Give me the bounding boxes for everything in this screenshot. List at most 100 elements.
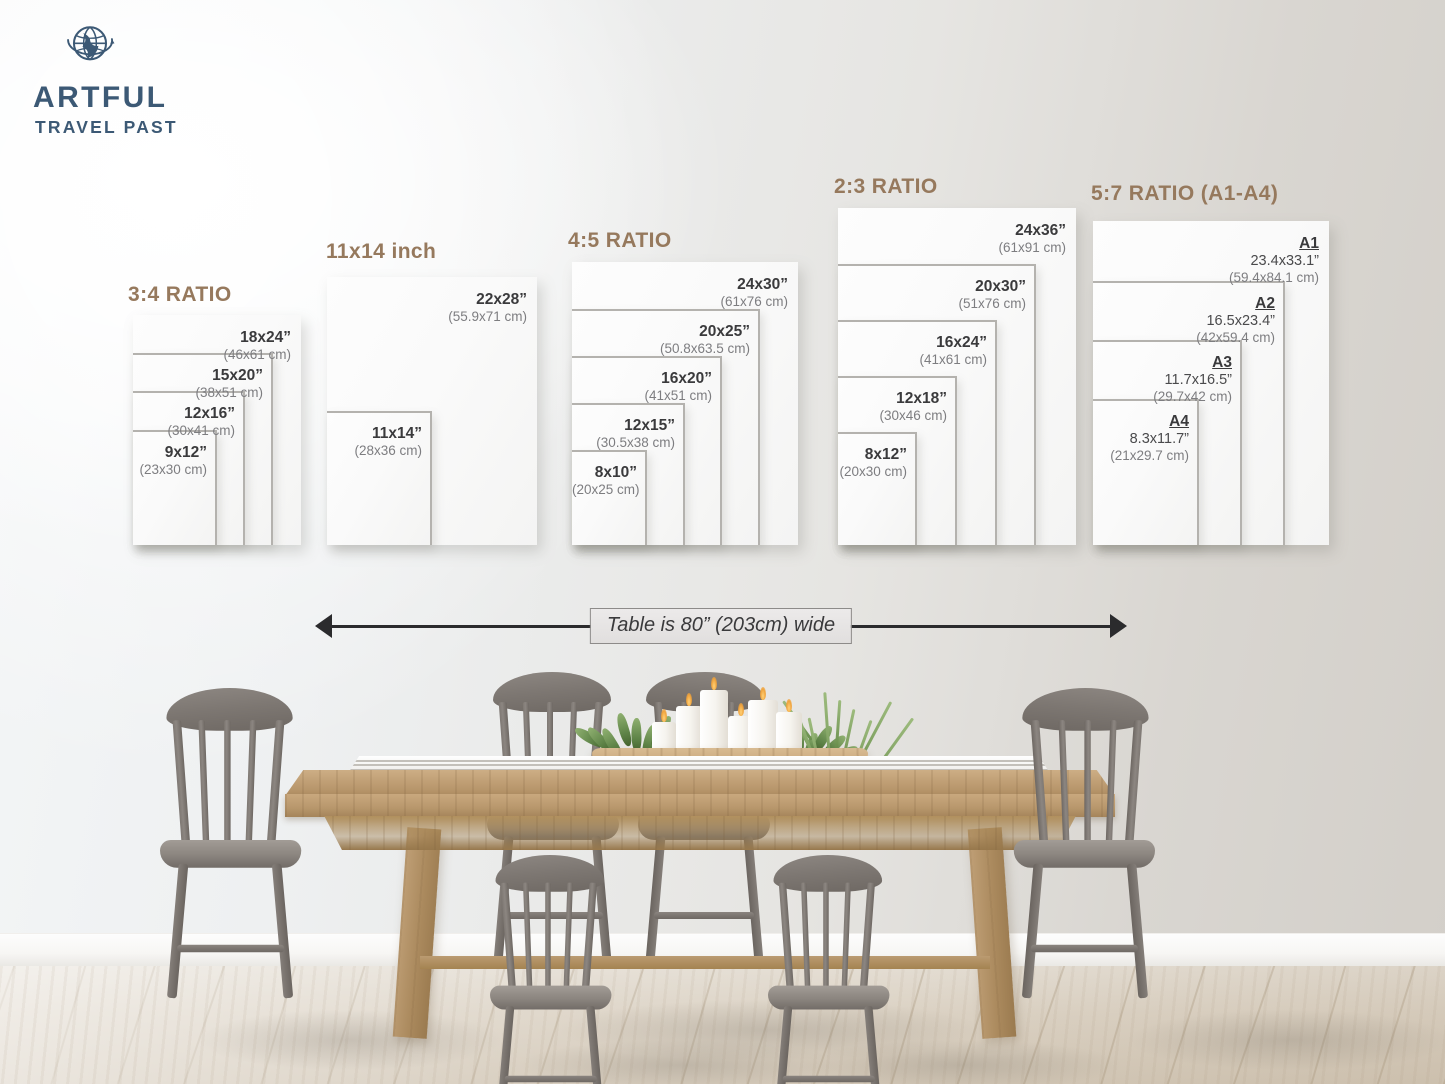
brand-line-2: TRAVEL PAST (35, 117, 178, 137)
frame-label-11x14: 11x14” (28x36 cm) (327, 425, 422, 459)
frame-inches-A1: 23.4x33.1” (1250, 253, 1319, 270)
frame-label-16x24: 16x24” (41x61 cm) (838, 334, 987, 368)
frame-8x12[interactable] (838, 432, 917, 545)
frame-name-A2: A2 (1255, 295, 1275, 312)
frame-inches-18x24: 18x24” (240, 329, 291, 346)
frame-label-12x15: 12x15” (30.5x38 cm) (572, 417, 675, 451)
frame-cm-A1: (59.4x84.1 cm) (1228, 270, 1319, 286)
frame-cm-A3: (29.7x42 cm) (1153, 389, 1232, 405)
chair-spindle (1084, 720, 1091, 847)
chair-spindle (823, 882, 829, 992)
frame-inches-12x18: 12x18” (896, 390, 947, 407)
candle-flame (711, 677, 717, 690)
measure-label: Table is 80” (203cm) wide (606, 614, 836, 636)
frame-A4[interactable] (1093, 399, 1199, 545)
frame-name-A3: A3 (1212, 354, 1232, 371)
frame-inches-20x30: 20x30” (975, 278, 1026, 295)
chair-stretcher (782, 1075, 875, 1083)
candle-flame (760, 687, 766, 700)
frame-inches-12x15: 12x15” (624, 417, 675, 434)
frame-label-A4: A4 8.3x11.7” (21x29.7 cm) (1093, 413, 1189, 464)
frame-label-20x25: 20x25” (50.8x63.5 cm) (572, 323, 750, 357)
frame-cm-11x14: (28x36 cm) (354, 443, 422, 459)
frame-inches-A3: 11.7x16.5” (1164, 372, 1232, 389)
frame-inches-15x20: 15x20” (212, 367, 263, 384)
frame-label-A3: A3 11.7x16.5” (29.7x42 cm) (1093, 354, 1232, 405)
candle-flame (686, 693, 692, 706)
frame-cm-24x36: (61x91 cm) (998, 240, 1066, 256)
frame-inches-22x28: 22x28” (476, 291, 527, 308)
candle-flame (786, 699, 792, 712)
chair-seat (160, 839, 302, 868)
arrow-left-icon (315, 614, 332, 638)
frame-inches-A2: 16.5x23.4” (1206, 313, 1275, 330)
frame-label-9x12: 9x12” (23x30 cm) (133, 444, 207, 478)
chair-stretcher (504, 1075, 597, 1083)
frame-inches-16x20: 16x20” (661, 370, 712, 387)
frame-cm-20x25: (50.8x63.5 cm) (659, 341, 750, 357)
frame-cm-22x28: (55.9x71 cm) (448, 309, 527, 325)
group-title-ratio-2-3: 2:3 RATIO (834, 175, 938, 198)
frame-inches-24x36: 24x36” (1015, 222, 1066, 239)
frame-cm-A2: (42x59.4 cm) (1196, 330, 1275, 346)
frame-label-A2: A2 16.5x23.4” (42x59.4 cm) (1093, 295, 1275, 346)
group-title-size-11x14: 11x14 inch (326, 240, 437, 263)
frame-cm-12x15: (30.5x38 cm) (596, 435, 675, 451)
globe-icon (67, 26, 115, 61)
frame-inches-9x12: 9x12” (164, 444, 207, 461)
frame-inches-8x10: 8x10” (594, 464, 637, 481)
brand-line-1: ARTFUL (33, 81, 168, 114)
chair-stretcher (503, 912, 603, 919)
frame-label-8x12: 8x12” (20x30 cm) (838, 446, 907, 480)
measure-label-box: Table is 80” (203cm) wide (589, 608, 853, 644)
runner-stripe (345, 760, 1053, 762)
table-apron (324, 816, 1076, 850)
frame-cm-16x20: (41x51 cm) (644, 388, 712, 404)
table-edge-grain (285, 794, 1115, 817)
table-apron-grain (324, 816, 1076, 850)
dining-table (285, 756, 1115, 850)
table-width-measure: Table is 80” (203cm) wide (315, 608, 1127, 644)
frame-cm-8x12: (20x30 cm) (839, 464, 907, 480)
candle-flame (661, 709, 667, 722)
wood-floor (0, 966, 1445, 1084)
table-top (285, 770, 1115, 796)
frame-label-A1: A1 23.4x33.1” (59.4x84.1 cm) (1093, 235, 1319, 286)
frame-label-16x20: 16x20” (41x51 cm) (572, 370, 712, 404)
frame-cm-12x18: (30x46 cm) (879, 408, 947, 424)
table-edge (285, 794, 1115, 817)
frame-inches-16x24: 16x24” (936, 334, 987, 351)
frame-cm-15x20: (38x51 cm) (195, 385, 263, 401)
frame-name-A4: A4 (1169, 413, 1189, 430)
runner-stripe (345, 764, 1053, 766)
floor-grain (0, 966, 1445, 1084)
frame-label-15x20: 15x20” (38x51 cm) (133, 367, 263, 401)
floor-sheen (0, 966, 1445, 1084)
frame-label-18x24: 18x24” (46x61 cm) (133, 329, 291, 363)
frame-inches-11x14: 11x14” (372, 425, 422, 442)
frame-label-12x16: 12x16” (30x41 cm) (133, 405, 235, 439)
brand-logo: ARTFUL TRAVEL PAST (33, 18, 263, 137)
frame-name-A1: A1 (1299, 235, 1319, 252)
group-title-ratio-5-7: 5:7 RATIO (A1-A4) (1091, 182, 1279, 205)
table-top-grain (285, 770, 1115, 796)
chair-spindle (224, 720, 231, 847)
frame-label-20x30: 20x30” (51x76 cm) (838, 278, 1026, 312)
frame-cm-12x16: (30x41 cm) (167, 423, 235, 439)
frame-cm-16x24: (41x61 cm) (919, 352, 987, 368)
frame-inches-8x12: 8x12” (864, 446, 907, 463)
chair-seat (768, 985, 890, 1010)
group-title-ratio-4-5: 4:5 RATIO (568, 229, 672, 252)
frame-label-24x30: 24x30” (61x76 cm) (572, 276, 788, 310)
frame-inches-A4: 8.3x11.7” (1129, 431, 1189, 448)
chair-seat (490, 985, 612, 1010)
frame-cm-9x12: (23x30 cm) (139, 462, 207, 478)
frame-cm-24x30: (61x76 cm) (720, 294, 788, 310)
chair-stretcher (177, 944, 285, 953)
frame-label-22x28: 22x28” (55.9x71 cm) (327, 291, 527, 325)
frame-inches-12x16: 12x16” (184, 405, 235, 422)
frame-label-8x10: 8x10” (20x25 cm) (572, 464, 640, 498)
frame-cm-A4: (21x29.7 cm) (1110, 448, 1189, 464)
chair-spindle (545, 882, 551, 992)
